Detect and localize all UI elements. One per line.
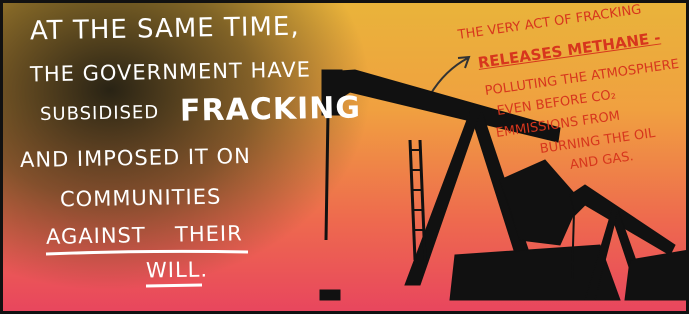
caption-line: SUBSIDISED xyxy=(40,102,160,125)
caption-line: THEIR xyxy=(175,221,243,246)
caption-line: THE GOVERNMENT HAVE xyxy=(30,58,311,87)
caption-line: WILL. xyxy=(146,257,208,282)
arrow xyxy=(430,57,469,95)
caption-line: AND IMPOSED IT ON xyxy=(20,144,251,172)
caption-line: COMMUNITIES xyxy=(60,185,222,212)
caption-emphasis: FRACKING xyxy=(180,90,362,128)
comic-panel: AT THE SAME TIME, THE GOVERNMENT HAVE SU… xyxy=(0,0,689,314)
caption-line: AT THE SAME TIME, xyxy=(30,12,300,47)
underline xyxy=(146,285,202,286)
underline xyxy=(46,251,248,254)
caption-line: AGAINST xyxy=(46,223,146,249)
